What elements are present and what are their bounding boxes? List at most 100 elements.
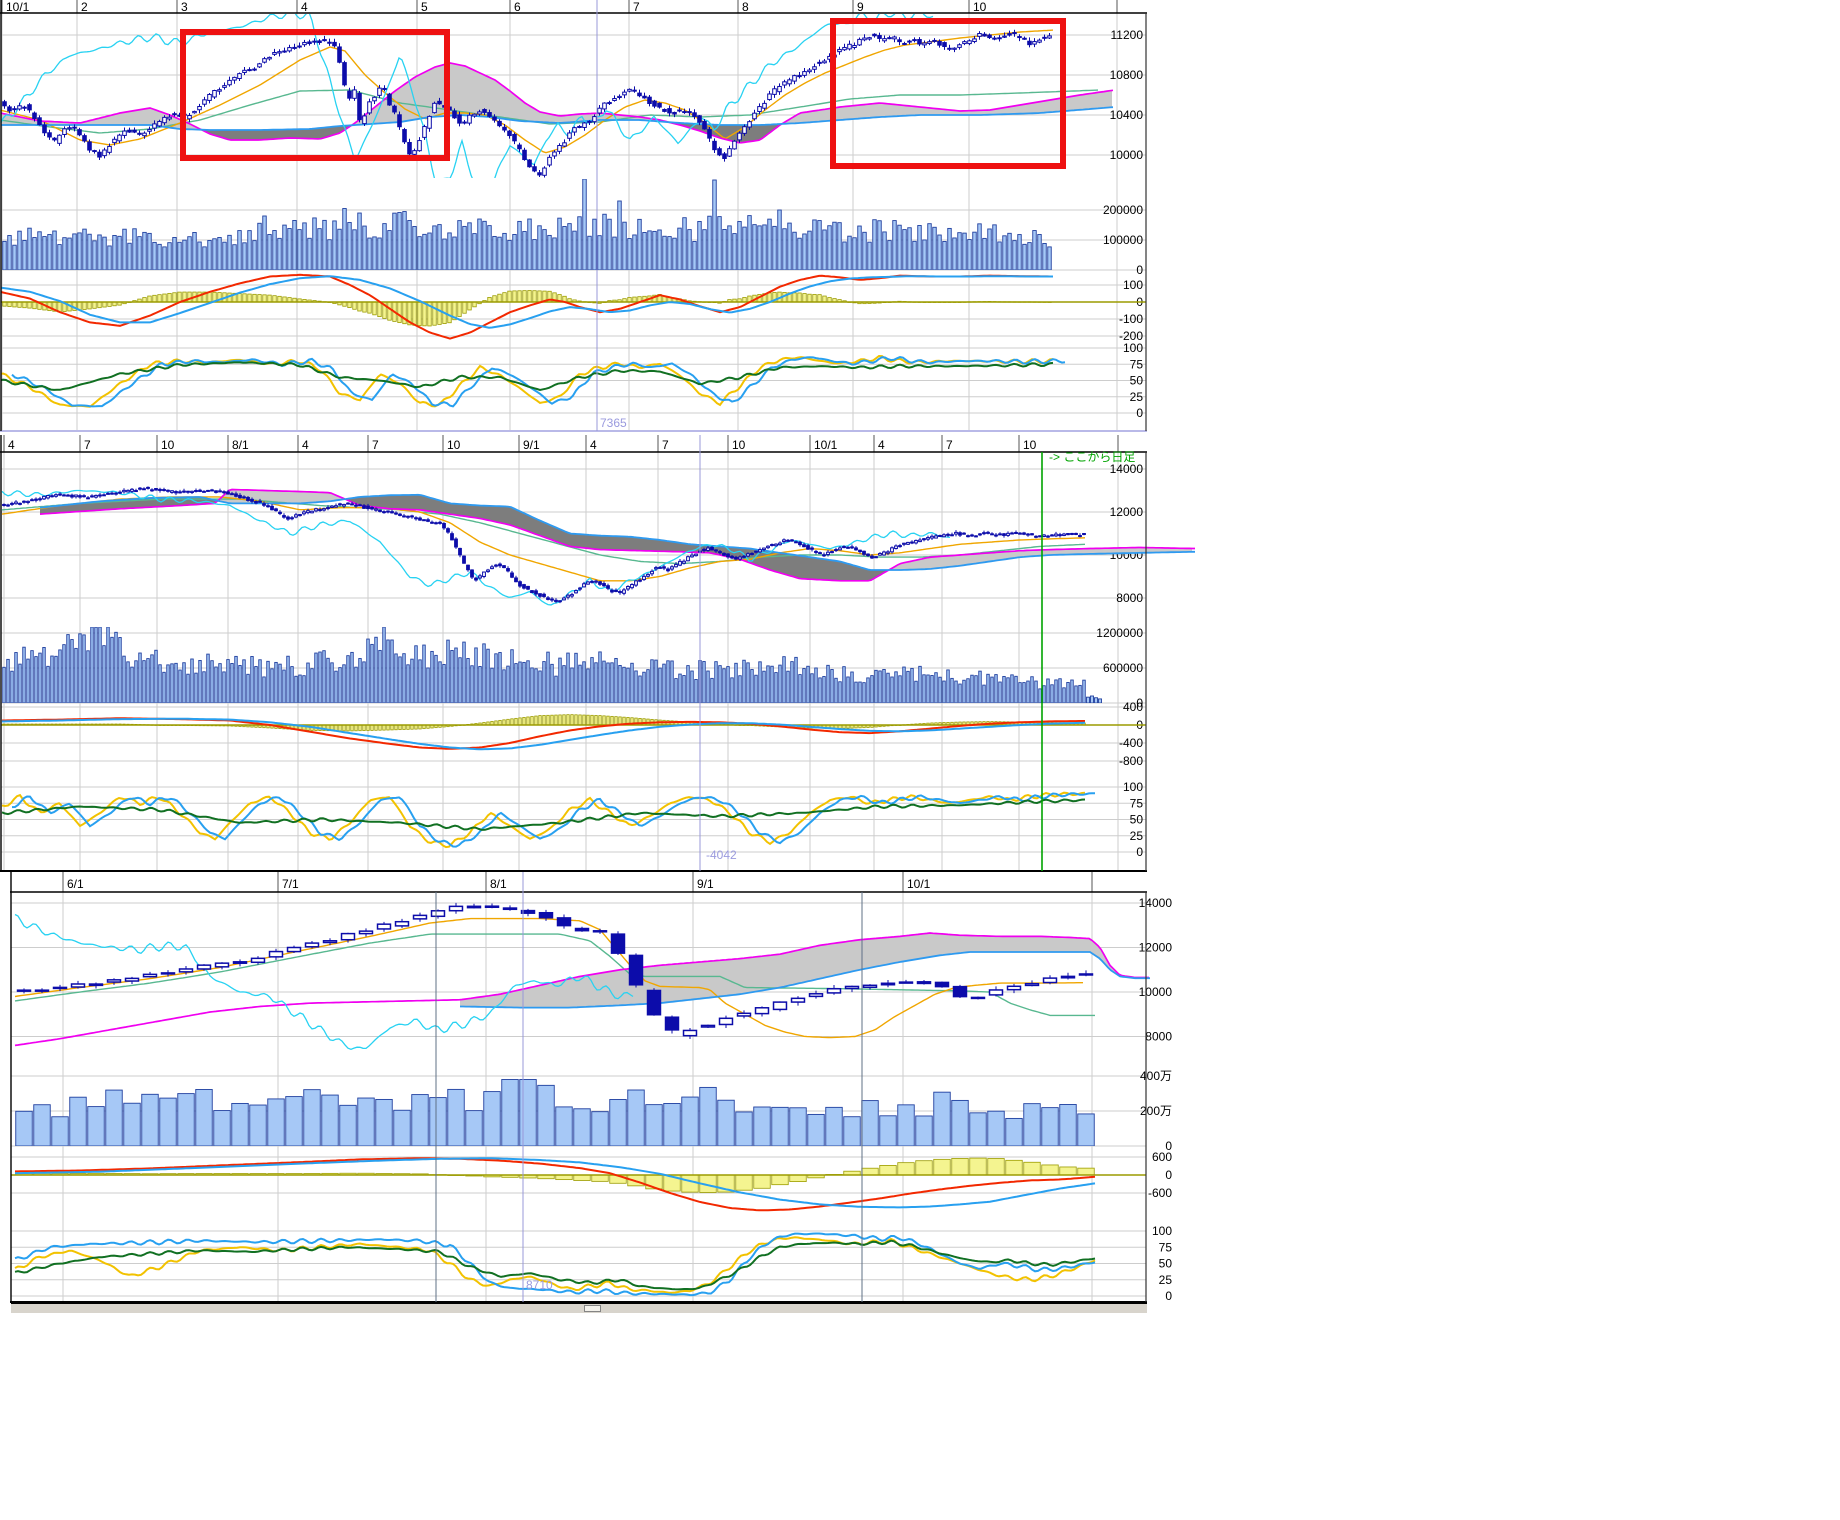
volume-bar [933, 1091, 951, 1146]
volume-bar [497, 236, 502, 270]
volume-bar [977, 223, 982, 270]
volume-bar [98, 627, 102, 703]
candle [124, 977, 140, 982]
candle [398, 513, 402, 516]
highlight-box [180, 29, 450, 161]
candle [702, 120, 707, 130]
volume-bar [267, 1098, 285, 1146]
svg-text:7/1: 7/1 [282, 877, 299, 891]
volume-bar [434, 654, 438, 703]
volume-bar [237, 230, 242, 270]
candle [377, 87, 382, 96]
volume-bar [722, 668, 726, 703]
volume-bar [470, 665, 474, 703]
candle [254, 501, 258, 504]
volume-bar [126, 661, 130, 703]
scrollbar-thumb[interactable] [584, 1305, 601, 1312]
candle [537, 172, 542, 176]
volume-bar [198, 660, 202, 703]
candle [722, 153, 727, 159]
candle [958, 532, 962, 536]
macd-histogram-bar [497, 293, 502, 303]
volume-bar [242, 659, 246, 703]
candle [190, 490, 194, 493]
volume-bar [882, 668, 886, 703]
candle [612, 98, 617, 101]
macd-histogram-bar [437, 301, 442, 325]
volume-bar [717, 1099, 735, 1146]
volume-bar [327, 239, 332, 270]
candle [182, 490, 186, 493]
candle [166, 489, 170, 492]
candle [727, 148, 732, 157]
svg-text:10000: 10000 [1139, 985, 1173, 999]
candle [97, 151, 102, 158]
candle [1006, 985, 1022, 991]
candle [710, 546, 714, 551]
volume-bar [782, 228, 787, 270]
volume-bar [454, 647, 458, 703]
chart-3-bottom-stochastic-panel [14, 1232, 1096, 1297]
chart-2-middle-macd-panel [1, 714, 1146, 751]
volume-bar [159, 1097, 177, 1146]
volume-bar [86, 650, 90, 703]
candle [238, 494, 242, 499]
volume-bar [27, 227, 32, 270]
candle [1054, 533, 1058, 537]
horizontal-scrollbar[interactable] [11, 1303, 1147, 1313]
candle [198, 489, 202, 492]
candle [886, 551, 890, 554]
volume-bar [6, 658, 10, 703]
candle [812, 66, 817, 70]
candle [370, 507, 374, 510]
candle [270, 505, 274, 511]
svg-text:7: 7 [84, 438, 91, 452]
macd-histogram-bar [357, 301, 362, 312]
volume-bar [438, 661, 442, 703]
candle [192, 110, 197, 114]
volume-bar [182, 662, 186, 703]
volume-bar [952, 237, 957, 270]
candle [674, 563, 678, 568]
volume-bar [447, 232, 452, 270]
candle [317, 40, 322, 44]
volume-bar [734, 662, 738, 703]
candle [814, 550, 818, 553]
candle [807, 69, 812, 73]
volume-bar [492, 235, 497, 270]
volume-bar [806, 665, 810, 703]
candle [512, 133, 517, 142]
volume-bar [15, 1110, 33, 1146]
volume-bar [838, 681, 842, 703]
candle [422, 126, 427, 138]
candle [498, 563, 502, 567]
ichimoku-cloud [460, 933, 1148, 1008]
volume-bar [42, 236, 47, 270]
volume-bar [502, 669, 506, 703]
candle [402, 515, 406, 518]
candle [867, 37, 872, 40]
candle [810, 547, 814, 550]
candle [978, 533, 982, 536]
volume-bar [902, 666, 906, 703]
candle [37, 117, 42, 126]
candle [278, 511, 282, 515]
volume-bar [67, 237, 72, 270]
volume-bar [157, 243, 162, 270]
candle [67, 127, 72, 130]
candle [110, 492, 114, 495]
candle [1018, 532, 1022, 535]
volume-bar [862, 682, 866, 703]
svg-text:4: 4 [301, 0, 308, 14]
volume-bar [594, 662, 598, 703]
volume-bar [442, 664, 446, 703]
volume-bar [617, 200, 622, 270]
volume-bar [946, 669, 950, 703]
candle [502, 565, 506, 569]
candle [277, 51, 282, 54]
volume-bar [622, 221, 627, 270]
volume-bar [802, 668, 806, 703]
volume-bar [857, 225, 862, 270]
macd-histogram-bar [262, 294, 267, 303]
volume-bar [590, 657, 594, 703]
